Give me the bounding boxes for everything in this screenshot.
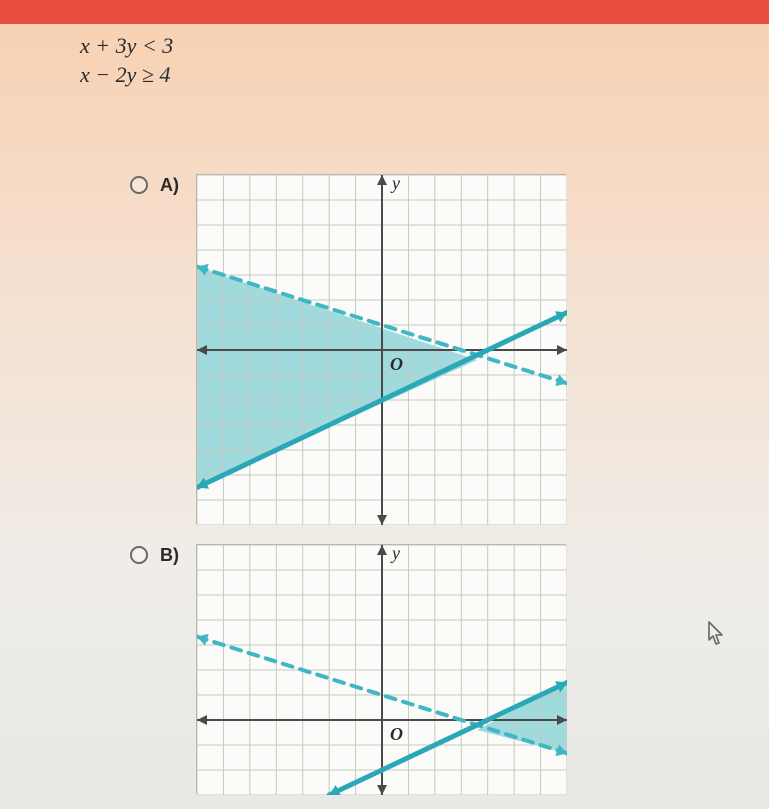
option-a[interactable]: A) yO: [130, 174, 566, 524]
graph-b-svg: yO: [197, 545, 567, 795]
graph-a-svg: yO: [197, 175, 567, 525]
radio-a[interactable]: [130, 176, 148, 194]
option-b[interactable]: B) yO: [130, 544, 566, 794]
top-bar: [0, 0, 769, 24]
option-a-label: A): [160, 175, 184, 196]
inequality-1: x + 3y < 3: [80, 32, 173, 61]
svg-text:O: O: [390, 724, 403, 744]
svg-text:y: y: [390, 545, 400, 563]
radio-b[interactable]: [130, 546, 148, 564]
svg-text:y: y: [390, 175, 400, 193]
svg-text:O: O: [390, 354, 403, 374]
inequality-2: x − 2y ≥ 4: [80, 61, 173, 90]
system-of-inequalities: x + 3y < 3 x − 2y ≥ 4: [80, 32, 173, 89]
pointer-cursor-icon: [701, 618, 729, 650]
graph-a: yO: [196, 174, 566, 524]
graph-b: yO: [196, 544, 566, 794]
option-b-label: B): [160, 545, 184, 566]
